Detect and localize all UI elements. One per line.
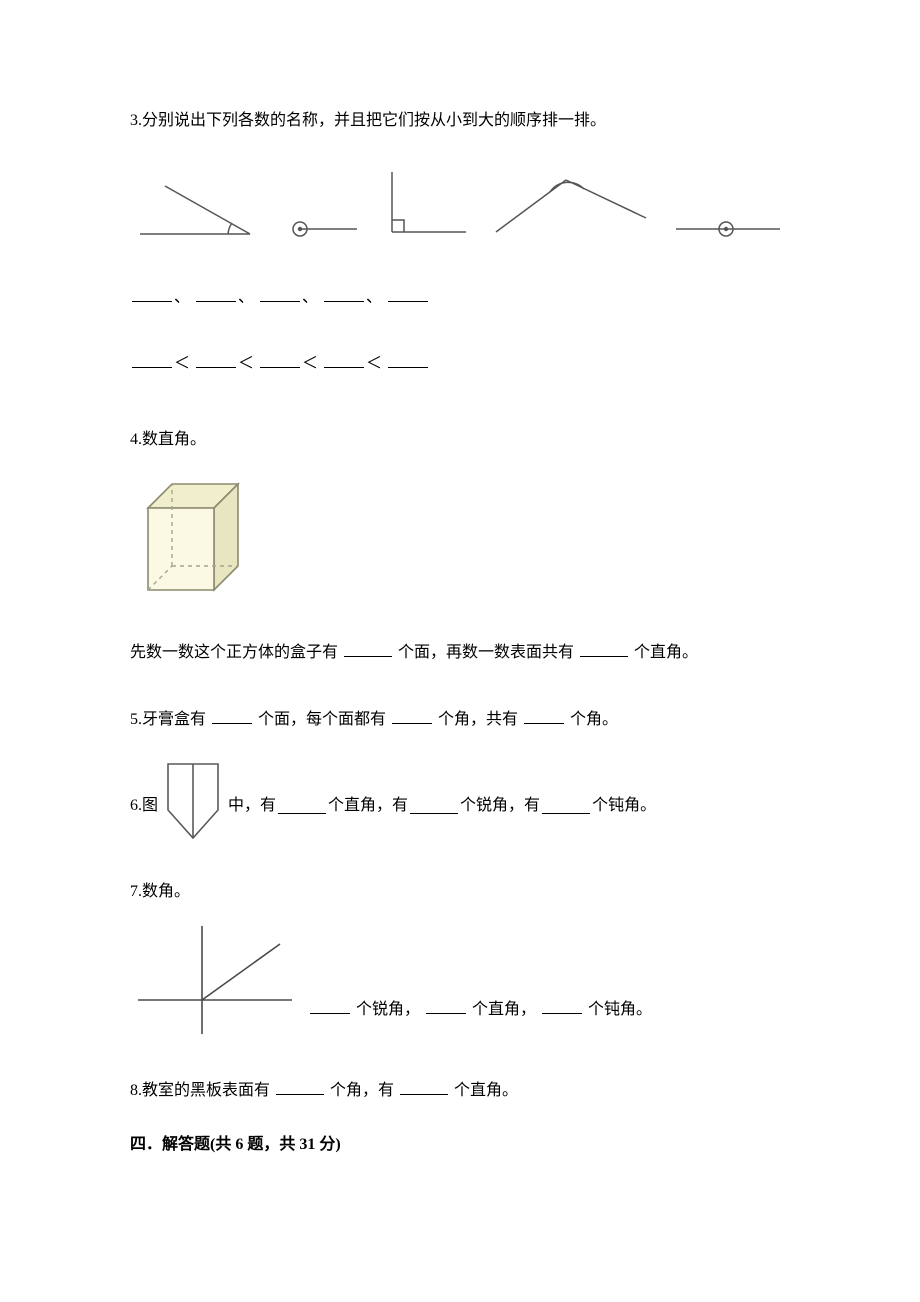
q3-names-row: 、 、 、 、	[130, 284, 790, 311]
q7-a: 个锐角，	[356, 1001, 420, 1018]
q6-c: 个直角，有	[328, 793, 408, 819]
q3-prompt: 3.分别说出下列各数的名称，并且把它们按从小到大的顺序排一排。	[130, 108, 790, 134]
blank[interactable]	[388, 284, 428, 302]
sep: 、	[238, 289, 254, 306]
blank[interactable]	[542, 796, 590, 814]
blank[interactable]	[310, 996, 350, 1014]
sep: 、	[302, 289, 318, 306]
question-4: 4.数直角。 先数一数这个正方体的盒子有 个面，再数一数表面共有 个直角。	[130, 427, 790, 666]
q7-title: 7.数角。	[130, 879, 790, 905]
q6-b: 中，有	[228, 793, 276, 819]
blank[interactable]	[426, 996, 466, 1014]
question-3: 3.分别说出下列各数的名称，并且把它们按从小到大的顺序排一排。	[130, 108, 790, 377]
q4-title: 4.数直角。	[130, 427, 790, 453]
lt: ＜	[302, 355, 318, 372]
q7-b: 个直角，	[472, 1001, 536, 1018]
cube-icon	[130, 472, 250, 602]
question-5: 5.牙膏盒有 个面，每个面都有 个角，共有 个角。	[130, 706, 790, 733]
cube-wrap	[130, 472, 790, 611]
angle-right-icon	[374, 164, 474, 244]
blank[interactable]	[580, 639, 628, 657]
q5-a: 5.牙膏盒有	[130, 711, 206, 728]
blank[interactable]	[278, 796, 326, 814]
q5-b: 个面，每个面都有	[258, 711, 386, 728]
lt: ＜	[174, 355, 190, 372]
blank[interactable]	[524, 706, 564, 724]
q8-a: 8.教室的黑板表面有	[130, 1082, 270, 1099]
question-6: 6.图 中，有 个直角，有 个锐角，有 个钝角。	[130, 760, 790, 851]
lt: ＜	[366, 355, 382, 372]
question-7: 7.数角。 个锐角， 个直角， 个钝角。	[130, 879, 790, 1047]
angle-acute-icon	[130, 174, 260, 244]
q4-text-a: 先数一数这个正方体的盒子有	[130, 644, 338, 661]
pentagon-icon	[162, 760, 224, 842]
q4-sentence: 先数一数这个正方体的盒子有 个面，再数一数表面共有 个直角。	[130, 639, 790, 666]
blank[interactable]	[388, 350, 428, 368]
cross-wrap	[130, 918, 300, 1047]
blank[interactable]	[542, 996, 582, 1014]
q5-d: 个角。	[570, 711, 618, 728]
angle-straight-icon	[668, 174, 788, 244]
blank[interactable]	[344, 639, 392, 657]
sep: 、	[174, 289, 190, 306]
question-8: 8.教室的黑板表面有 个角，有 个直角。	[130, 1077, 790, 1104]
blank[interactable]	[212, 706, 252, 724]
blank[interactable]	[276, 1077, 324, 1095]
angle-obtuse-icon	[486, 164, 656, 244]
blank[interactable]	[260, 284, 300, 302]
q3-angles-row	[130, 164, 790, 244]
blank[interactable]	[324, 284, 364, 302]
sep: 、	[366, 289, 382, 306]
angle-full-icon	[272, 174, 362, 244]
blank[interactable]	[410, 796, 458, 814]
blank[interactable]	[132, 284, 172, 302]
q6-e: 个钝角。	[592, 793, 656, 819]
q3-compare-row: ＜ ＜ ＜ ＜	[130, 350, 790, 377]
q7-c: 个钝角。	[588, 1001, 652, 1018]
q6-d: 个锐角，有	[460, 793, 540, 819]
cross-axes-icon	[130, 918, 300, 1038]
blank[interactable]	[196, 284, 236, 302]
blank[interactable]	[324, 350, 364, 368]
q8-c: 个直角。	[454, 1082, 518, 1099]
blank[interactable]	[260, 350, 300, 368]
q6-a: 6.图	[130, 793, 158, 819]
q4-text-c: 个直角。	[634, 644, 698, 661]
q8-b: 个角，有	[330, 1082, 394, 1099]
q5-c: 个角，共有	[438, 711, 518, 728]
lt: ＜	[238, 355, 254, 372]
pentagon-wrap	[162, 760, 224, 851]
blank[interactable]	[400, 1077, 448, 1095]
blank[interactable]	[196, 350, 236, 368]
q4-text-b: 个面，再数一数表面共有	[398, 644, 574, 661]
blank[interactable]	[132, 350, 172, 368]
blank[interactable]	[392, 706, 432, 724]
section-4-header: 四．解答题(共 6 题，共 31 分)	[130, 1132, 790, 1158]
